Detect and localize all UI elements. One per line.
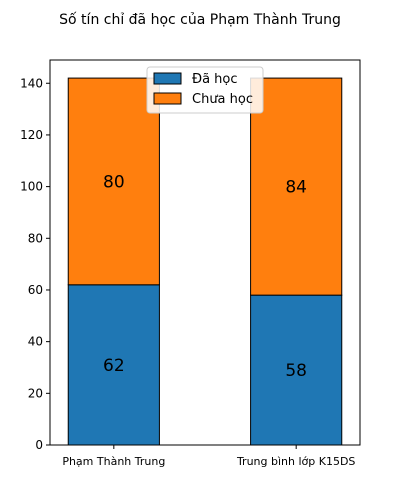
- y-tick-label: 80: [28, 231, 43, 245]
- bar-da-hoc-1: [67, 284, 160, 446]
- plot-area: 62 80 58 84 0 20 40 60 80 100 120 140 Phạm Thành Tru…: [20, 59, 361, 468]
- legend-swatch: [153, 92, 182, 105]
- bar-value-label: 80: [103, 172, 125, 192]
- x-tick-label: Phạm Thành Trung: [62, 455, 165, 468]
- legend: Đã học Chưa học: [146, 66, 264, 114]
- axes-frame: [49, 59, 361, 446]
- bar-chua-hoc-2: [250, 77, 343, 296]
- bar-chua-hoc-1: [67, 77, 160, 286]
- y-tick-label: 20: [28, 386, 43, 400]
- y-tick-label: 100: [20, 180, 43, 194]
- bar-value-label: 84: [285, 178, 307, 198]
- x-tick-label: Trung bình lớp K15DS: [236, 455, 355, 468]
- y-tick-label: 140: [20, 76, 43, 90]
- y-tick-label: 120: [20, 128, 43, 142]
- legend-label: Đã học: [192, 72, 238, 87]
- chart-title: Số tín chỉ đã học của Phạm Thành Trung: [59, 11, 341, 28]
- y-tick-label: 40: [28, 335, 43, 349]
- bar-value-label: 62: [103, 356, 125, 376]
- y-tick-label: 0: [35, 438, 43, 452]
- bar-value-label: 58: [285, 361, 307, 381]
- legend-label: Chưa học: [192, 92, 253, 107]
- y-tick-label: 60: [28, 283, 43, 297]
- legend-swatch: [153, 72, 182, 85]
